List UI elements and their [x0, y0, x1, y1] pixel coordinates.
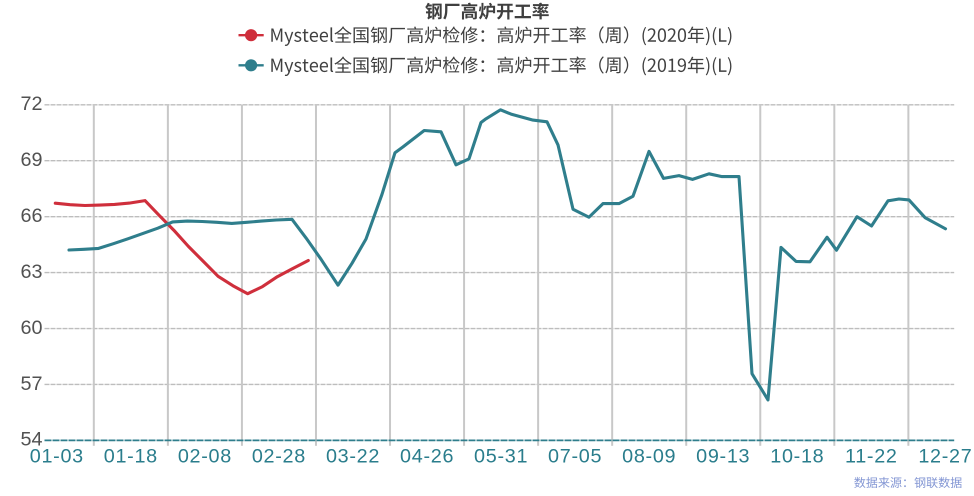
svg-text:57: 57 — [20, 373, 42, 395]
svg-text:05-31: 05-31 — [474, 446, 528, 468]
svg-text:69: 69 — [20, 149, 42, 171]
svg-text:60: 60 — [20, 317, 42, 339]
svg-text:72: 72 — [20, 93, 42, 115]
svg-text:66: 66 — [20, 205, 42, 227]
svg-text:07-05: 07-05 — [548, 446, 602, 468]
svg-text:01-18: 01-18 — [104, 446, 158, 468]
svg-text:10-18: 10-18 — [770, 446, 824, 468]
svg-text:08-09: 08-09 — [622, 446, 676, 468]
svg-text:02-28: 02-28 — [252, 446, 306, 468]
svg-text:03-22: 03-22 — [326, 446, 380, 468]
svg-text:09-13: 09-13 — [696, 446, 750, 468]
svg-text:11-22: 11-22 — [845, 446, 898, 468]
svg-text:04-26: 04-26 — [400, 446, 454, 468]
svg-text:01-03: 01-03 — [30, 446, 84, 468]
svg-text:02-08: 02-08 — [178, 446, 232, 468]
svg-text:54: 54 — [20, 429, 42, 451]
svg-text:12-27: 12-27 — [918, 446, 972, 468]
svg-text:63: 63 — [20, 261, 42, 283]
